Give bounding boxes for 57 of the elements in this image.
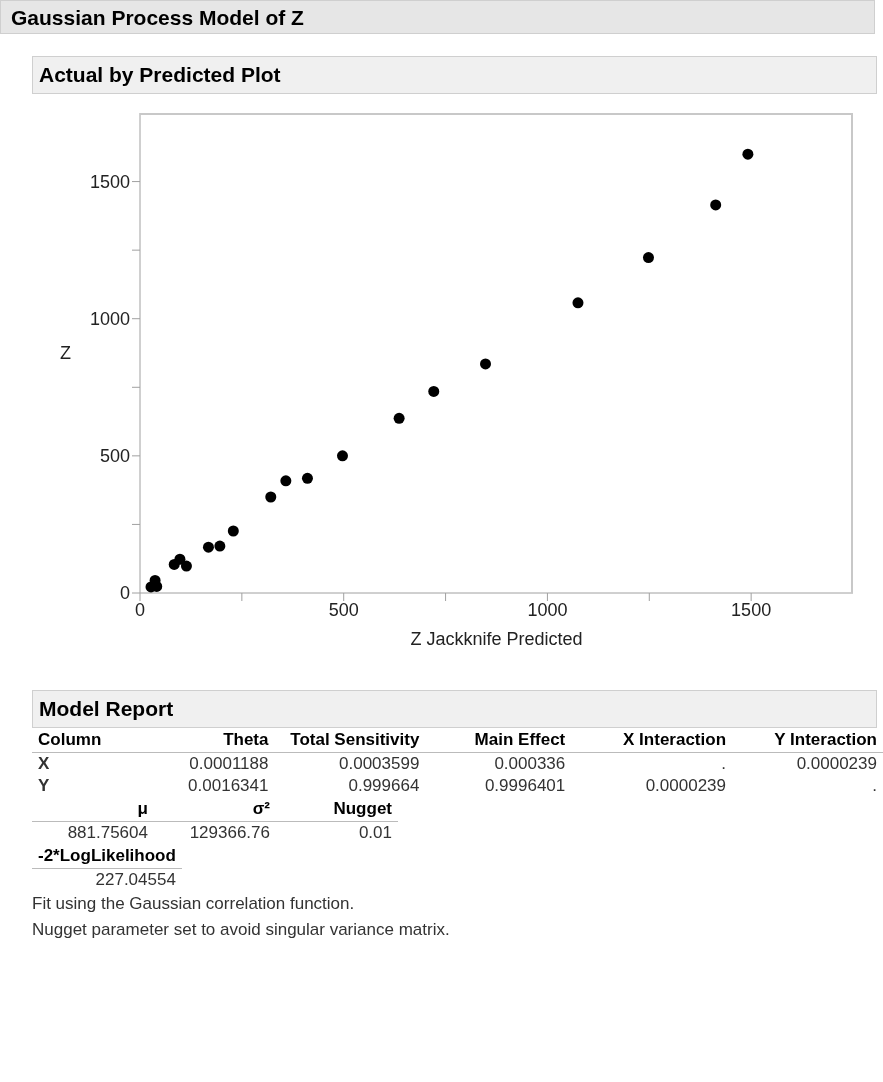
text: X	[37, 753, 51, 775]
text: Nugget	[333, 799, 392, 818]
point	[280, 475, 292, 487]
text: Fit using the Gaussian correlation function.	[32, 893, 356, 915]
text: X Interaction	[571, 728, 733, 753]
y-tick-label: 0	[119, 583, 130, 604]
text: .	[720, 753, 727, 775]
text: 129366.76	[188, 822, 271, 844]
x-tick-label: 500	[328, 599, 359, 620]
y-tick-label: 1000	[89, 309, 130, 330]
x-tick-label: 1500	[731, 599, 772, 620]
point	[393, 412, 405, 424]
point	[428, 385, 440, 397]
text: 0.0003599	[338, 753, 421, 775]
text: 227.04554	[94, 869, 177, 891]
text: 0.0001188	[188, 753, 270, 775]
point	[572, 297, 584, 309]
text: Y	[37, 775, 51, 797]
text: 0.0000239	[644, 775, 727, 797]
text: -2*LogLikelihood	[32, 844, 182, 869]
x-axis-title: Z Jackknife Predicted	[410, 629, 583, 649]
point	[174, 553, 186, 565]
text: μ	[137, 799, 148, 818]
point	[214, 540, 226, 552]
text: 0.0016341	[187, 775, 270, 797]
text: Model Report	[32, 690, 877, 728]
text: Column	[32, 728, 144, 753]
point	[480, 358, 491, 370]
text: 0.9996401	[483, 775, 567, 797]
point	[265, 491, 277, 503]
text: Theta	[143, 728, 275, 753]
text: 0.01	[357, 822, 393, 844]
y-axis-title: Z	[60, 343, 71, 364]
x-tick-label: 1000	[527, 599, 568, 620]
text: Main Effect	[425, 728, 572, 753]
chart-subtitle: Actual by Predicted Plot	[32, 56, 877, 94]
text: Nugget parameter set to avoid singular variance matrix.	[32, 919, 451, 941]
point	[301, 472, 313, 484]
point	[180, 560, 192, 572]
text: 881.75604	[66, 822, 149, 844]
text: 0.0000239	[795, 753, 878, 775]
text: σ²	[252, 799, 270, 818]
text: Total Sensitivity	[274, 728, 426, 753]
text: 0.000336	[493, 753, 567, 775]
y-tick-label: 500	[99, 446, 130, 467]
text: Y Interaction	[732, 728, 883, 753]
point	[227, 525, 239, 537]
point	[642, 252, 654, 264]
y-tick-label: 1500	[89, 171, 130, 192]
point	[710, 199, 722, 211]
x-tick-label: 0	[134, 599, 146, 620]
text: .	[871, 775, 878, 797]
chart-title: Gaussian Process Model of Z	[0, 0, 875, 34]
point	[742, 148, 754, 160]
text: 0.999664	[347, 775, 421, 797]
point	[336, 450, 348, 462]
point	[202, 541, 214, 553]
